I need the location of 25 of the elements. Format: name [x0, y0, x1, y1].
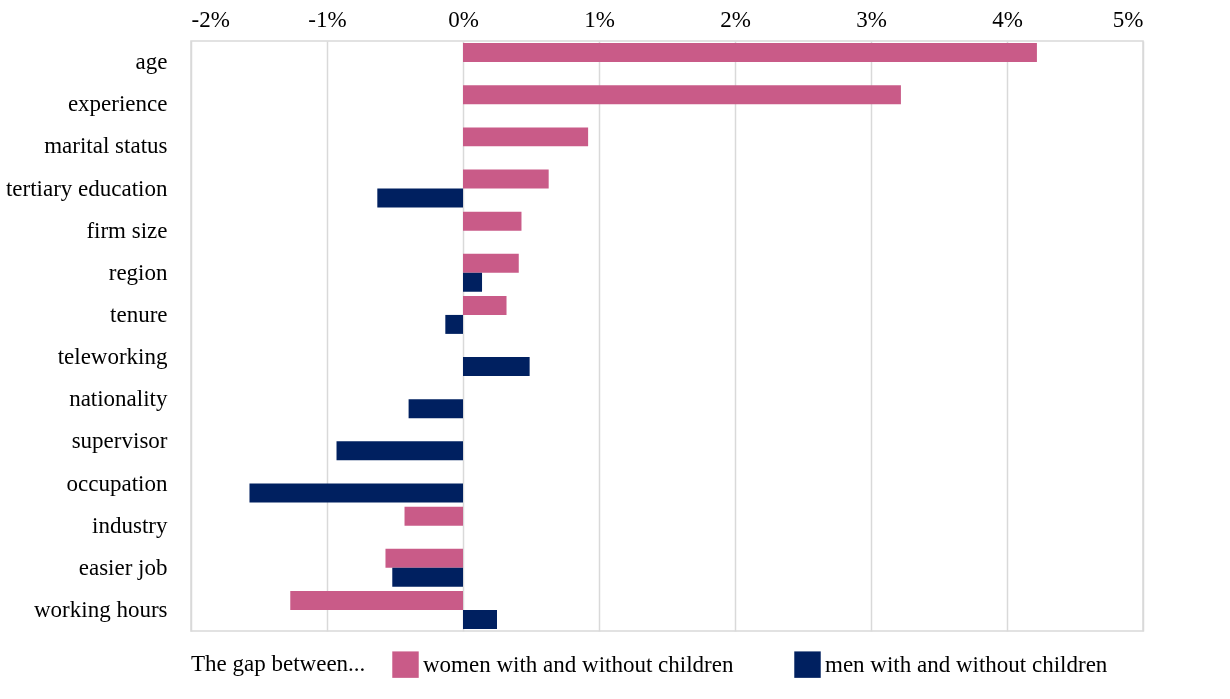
x-tick-label: 0% — [448, 6, 479, 32]
x-tick-label: 4% — [992, 6, 1023, 32]
y-tick-label: easier job — [78, 554, 168, 580]
y-tick-label: firm size — [86, 217, 168, 243]
y-tick-label: experience — [67, 91, 168, 117]
y-tick-label: region — [108, 259, 168, 285]
legend-label: men with and without children — [825, 651, 1108, 677]
y-tick-label: tenure — [110, 301, 168, 327]
y-tick-label: nationality — [69, 386, 168, 412]
y-tick-label: marital status — [44, 133, 168, 159]
y-tick-label: supervisor — [71, 428, 168, 454]
legend-title: The gap between... — [191, 651, 366, 676]
y-tick-label: working hours — [33, 596, 168, 622]
y-tick-label: occupation — [66, 470, 168, 496]
x-tick-label: 3% — [856, 6, 887, 32]
y-tick-label: tertiary education — [5, 175, 168, 201]
y-tick-label: teleworking — [57, 344, 168, 370]
x-tick-label: 5% — [1112, 6, 1144, 32]
y-tick-label: industry — [92, 512, 168, 538]
x-tick-label: -2% — [191, 6, 230, 32]
legend-label: women with and without children — [423, 651, 734, 677]
x-tick-label: -1% — [308, 6, 347, 32]
x-tick-label: 2% — [720, 6, 751, 32]
y-tick-label: age — [135, 49, 168, 75]
x-tick-label: 1% — [584, 6, 615, 32]
